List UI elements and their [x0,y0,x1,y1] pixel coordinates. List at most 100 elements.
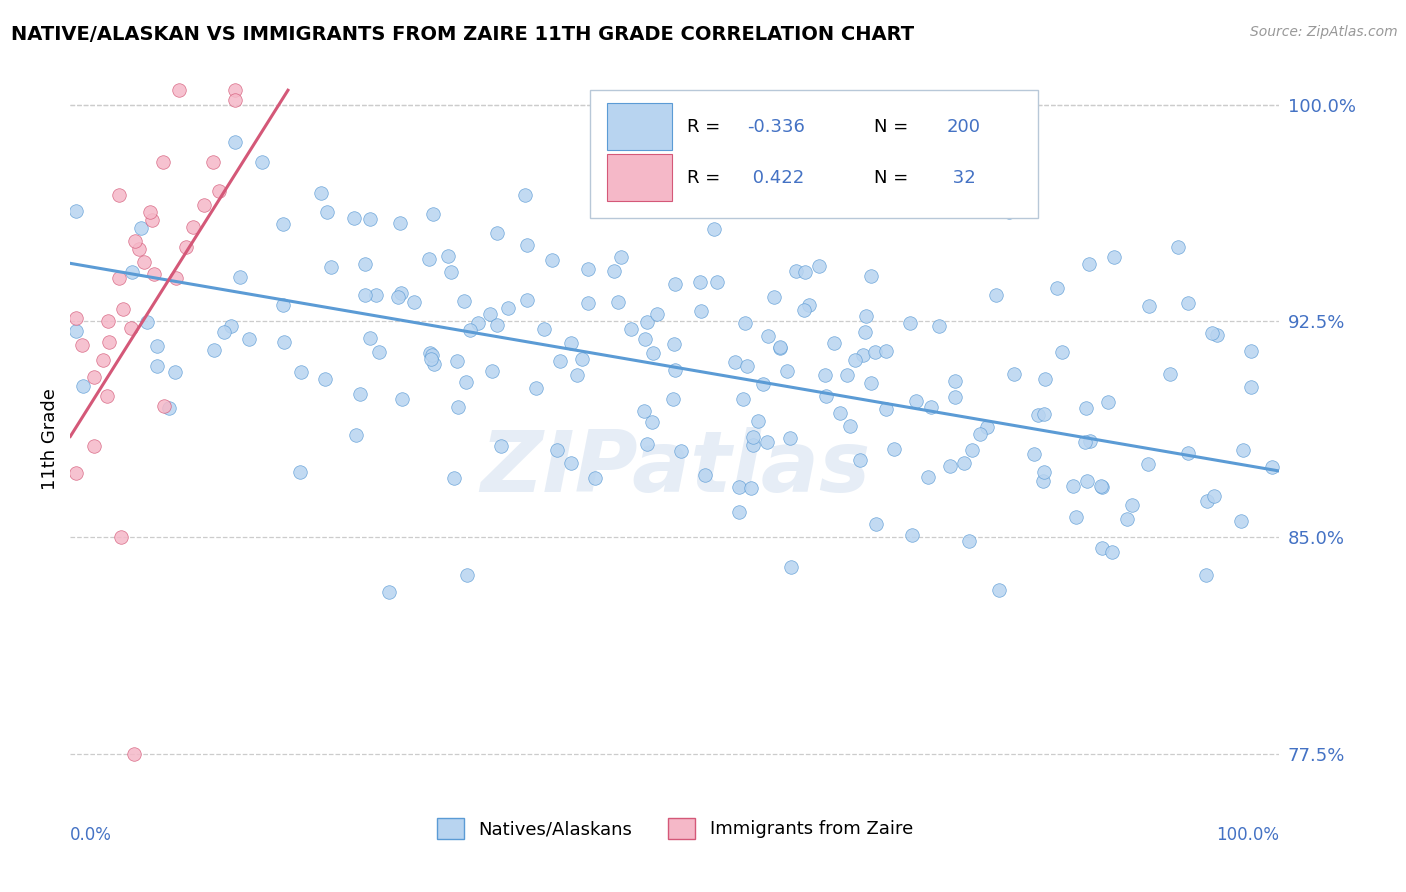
Point [83,439,105,453]
Point [546,443,568,458]
Point [139,204,162,219]
Point [1177,446,1199,460]
Point [1032,474,1054,488]
Point [1091,541,1114,556]
Point [815,389,838,403]
Point [875,344,897,359]
Text: 0.422: 0.422 [748,169,804,186]
Point [756,329,779,343]
Point [65,325,87,339]
Point [1121,498,1143,512]
Point [174,240,197,254]
Point [799,298,821,312]
Point [219,319,242,334]
Point [779,432,801,446]
Point [1102,250,1125,264]
Point [271,217,294,231]
Point [153,399,176,413]
Point [145,339,167,353]
Point [402,295,425,310]
Point [920,401,942,415]
Point [844,353,866,368]
Point [389,286,412,301]
Point [689,304,711,318]
Point [238,332,260,346]
Point [72,378,94,392]
Point [939,458,962,473]
Point [121,265,143,279]
Point [645,159,668,173]
Point [481,364,503,378]
Point [349,386,371,401]
Point [516,293,538,307]
Point [124,234,146,248]
Point [1201,326,1223,340]
Point [443,471,465,485]
Point [314,372,336,386]
Point [1090,479,1112,493]
Point [533,322,555,336]
Point [917,469,939,483]
Legend: Natives/Alaskans, Immigrants from Zaire: Natives/Alaskans, Immigrants from Zaire [429,811,921,847]
Point [752,376,775,391]
Point [987,582,1010,597]
Point [120,320,142,334]
Point [785,264,807,278]
Point [1066,510,1088,524]
Y-axis label: 11th Grade: 11th Grade [41,388,59,491]
Text: 0.0%: 0.0% [70,826,112,844]
Point [344,428,367,442]
Point [319,260,342,274]
Point [224,83,246,97]
Point [852,348,875,362]
Point [107,187,129,202]
Point [1101,545,1123,559]
Point [1240,344,1263,359]
Point [620,322,643,336]
Point [391,392,413,406]
Point [606,295,628,310]
Point [731,392,754,406]
Point [541,252,564,267]
Point [1206,328,1229,343]
Point [960,442,983,457]
Point [454,375,477,389]
Point [1091,480,1114,494]
Point [567,368,589,383]
Point [859,376,882,390]
Point [865,345,887,359]
Point [108,271,131,285]
Point [271,298,294,312]
Point [447,400,470,414]
Point [735,359,758,373]
Point [456,568,478,582]
Point [1159,367,1181,381]
Point [583,471,606,485]
Point [485,227,508,241]
Point [1195,568,1218,582]
Text: R =: R = [688,118,725,136]
Point [208,184,231,198]
Point [610,250,633,264]
Point [224,136,246,150]
Point [165,270,187,285]
Point [152,155,174,169]
Point [288,465,311,479]
Point [97,314,120,328]
Point [458,323,481,337]
Point [959,533,981,548]
Point [641,345,664,359]
Point [830,406,852,420]
Point [1026,408,1049,422]
Point [169,83,191,97]
Point [634,332,657,346]
Point [91,352,114,367]
Point [183,219,205,234]
Text: 100.0%: 100.0% [1216,826,1279,844]
Point [689,275,711,289]
Point [419,345,441,359]
Point [65,204,87,219]
Point [486,318,509,332]
Point [364,288,387,302]
Point [290,365,312,379]
